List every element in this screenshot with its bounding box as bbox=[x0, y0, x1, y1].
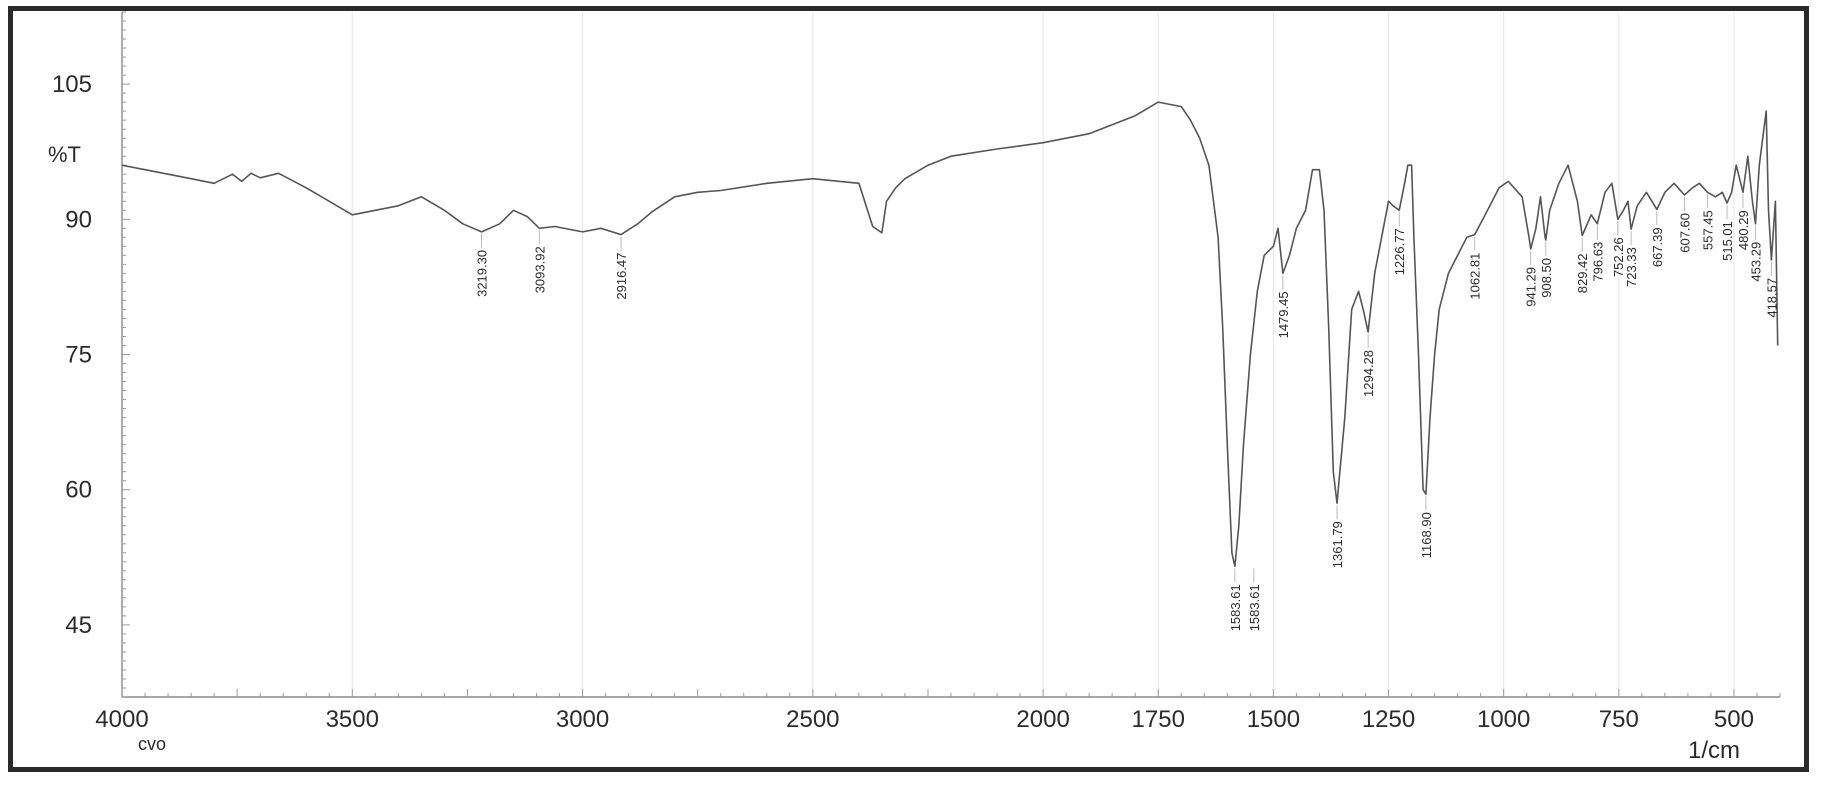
y-tick-label: 105 bbox=[52, 71, 92, 98]
peak-label: 3219.30 bbox=[475, 250, 490, 297]
peak-label: 1062.81 bbox=[1468, 253, 1483, 300]
x-tick-label: 3000 bbox=[556, 706, 609, 733]
peak-label: 1583.61 bbox=[1228, 584, 1243, 631]
figure-border bbox=[8, 6, 1809, 772]
peak-label: 1226.77 bbox=[1392, 228, 1407, 275]
peak-label: 667.39 bbox=[1650, 227, 1665, 267]
peak-label: 1294.28 bbox=[1361, 350, 1376, 397]
peak-label: 796.63 bbox=[1590, 242, 1605, 282]
spectrum-marks bbox=[121, 101, 1779, 568]
x-tick-label: 1000 bbox=[1477, 706, 1530, 733]
peak-label: 941.29 bbox=[1524, 267, 1539, 307]
peak-labels: 3219.30 3093.92 2916.47 1583.61 1583.61 1479.… bbox=[475, 194, 1779, 631]
x-tick-label: 500 bbox=[1714, 706, 1754, 733]
peak-label: 2916.47 bbox=[614, 253, 629, 300]
peak-label: 557.45 bbox=[1701, 210, 1716, 250]
peak-label: 1168.90 bbox=[1419, 512, 1434, 558]
x-tick-label: 750 bbox=[1599, 706, 1639, 733]
peak-label: 515.01 bbox=[1720, 221, 1735, 261]
x-tick-label: 2000 bbox=[1016, 706, 1069, 733]
peak-label: 3093.92 bbox=[532, 246, 547, 293]
x-tick-label: 1250 bbox=[1362, 706, 1415, 733]
y-tick-label: 60 bbox=[65, 477, 92, 504]
grid-lines bbox=[351, 12, 1735, 697]
axes bbox=[121, 11, 1781, 698]
peak-label: 908.50 bbox=[1539, 258, 1554, 298]
y-axis-label: %T bbox=[48, 142, 81, 167]
x-tick-label: 4000 bbox=[95, 706, 148, 733]
peak-label: 1361.79 bbox=[1330, 521, 1345, 568]
peak-label: 607.60 bbox=[1677, 213, 1692, 253]
x-tick-label: 1750 bbox=[1132, 706, 1185, 733]
peak-label: 1583.61 bbox=[1247, 584, 1262, 631]
x-tick-label: 3500 bbox=[326, 706, 379, 733]
peak-label: 453.29 bbox=[1749, 242, 1764, 282]
peak-label: 723.33 bbox=[1624, 247, 1639, 287]
x-tick-label: 1500 bbox=[1247, 706, 1300, 733]
x-tick-label: 2500 bbox=[786, 706, 839, 733]
peak-label: 1479.45 bbox=[1276, 291, 1291, 338]
tick-labels: 105 90 75 60 45 4000 3500 3000 2500 2000 1750 1500 1… bbox=[52, 71, 1754, 733]
x-axis-footer: cvo bbox=[138, 734, 166, 754]
peak-label: 829.42 bbox=[1575, 254, 1590, 294]
peak-label: 480.29 bbox=[1736, 210, 1751, 250]
spectrum-line bbox=[121, 101, 1779, 568]
y-tick-label: 90 bbox=[65, 206, 92, 233]
y-tick-label: 45 bbox=[65, 612, 92, 639]
peak-label: 752.26 bbox=[1611, 237, 1626, 277]
y-tick-label: 75 bbox=[65, 342, 92, 369]
x-axis-unit: 1/cm bbox=[1688, 737, 1740, 764]
peak-label: 418.57 bbox=[1764, 278, 1779, 318]
